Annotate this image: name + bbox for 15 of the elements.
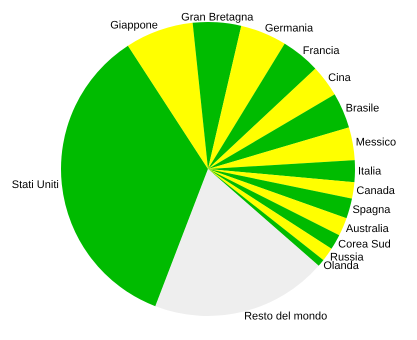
slice-label: Spagna: [352, 204, 392, 216]
slice-label: Messico: [356, 136, 396, 149]
slice-label: Australia: [346, 222, 390, 235]
slice-label: Germania: [264, 22, 314, 34]
slice-label: Stati Uniti: [12, 178, 59, 191]
slice-label: Resto del mondo: [244, 310, 328, 323]
slice-label: Corea Sud: [338, 238, 391, 251]
slice-label: Canada: [356, 185, 396, 198]
slice-label: Italia: [358, 165, 382, 178]
slice-label: Gran Bretagna: [181, 11, 254, 24]
slice-label: Olanda: [323, 260, 360, 272]
slice-label: Francia: [302, 45, 340, 58]
slice-label: Brasile: [346, 102, 380, 115]
slice-label: Cina: [328, 72, 352, 84]
slice-label: Giappone: [110, 20, 158, 32]
